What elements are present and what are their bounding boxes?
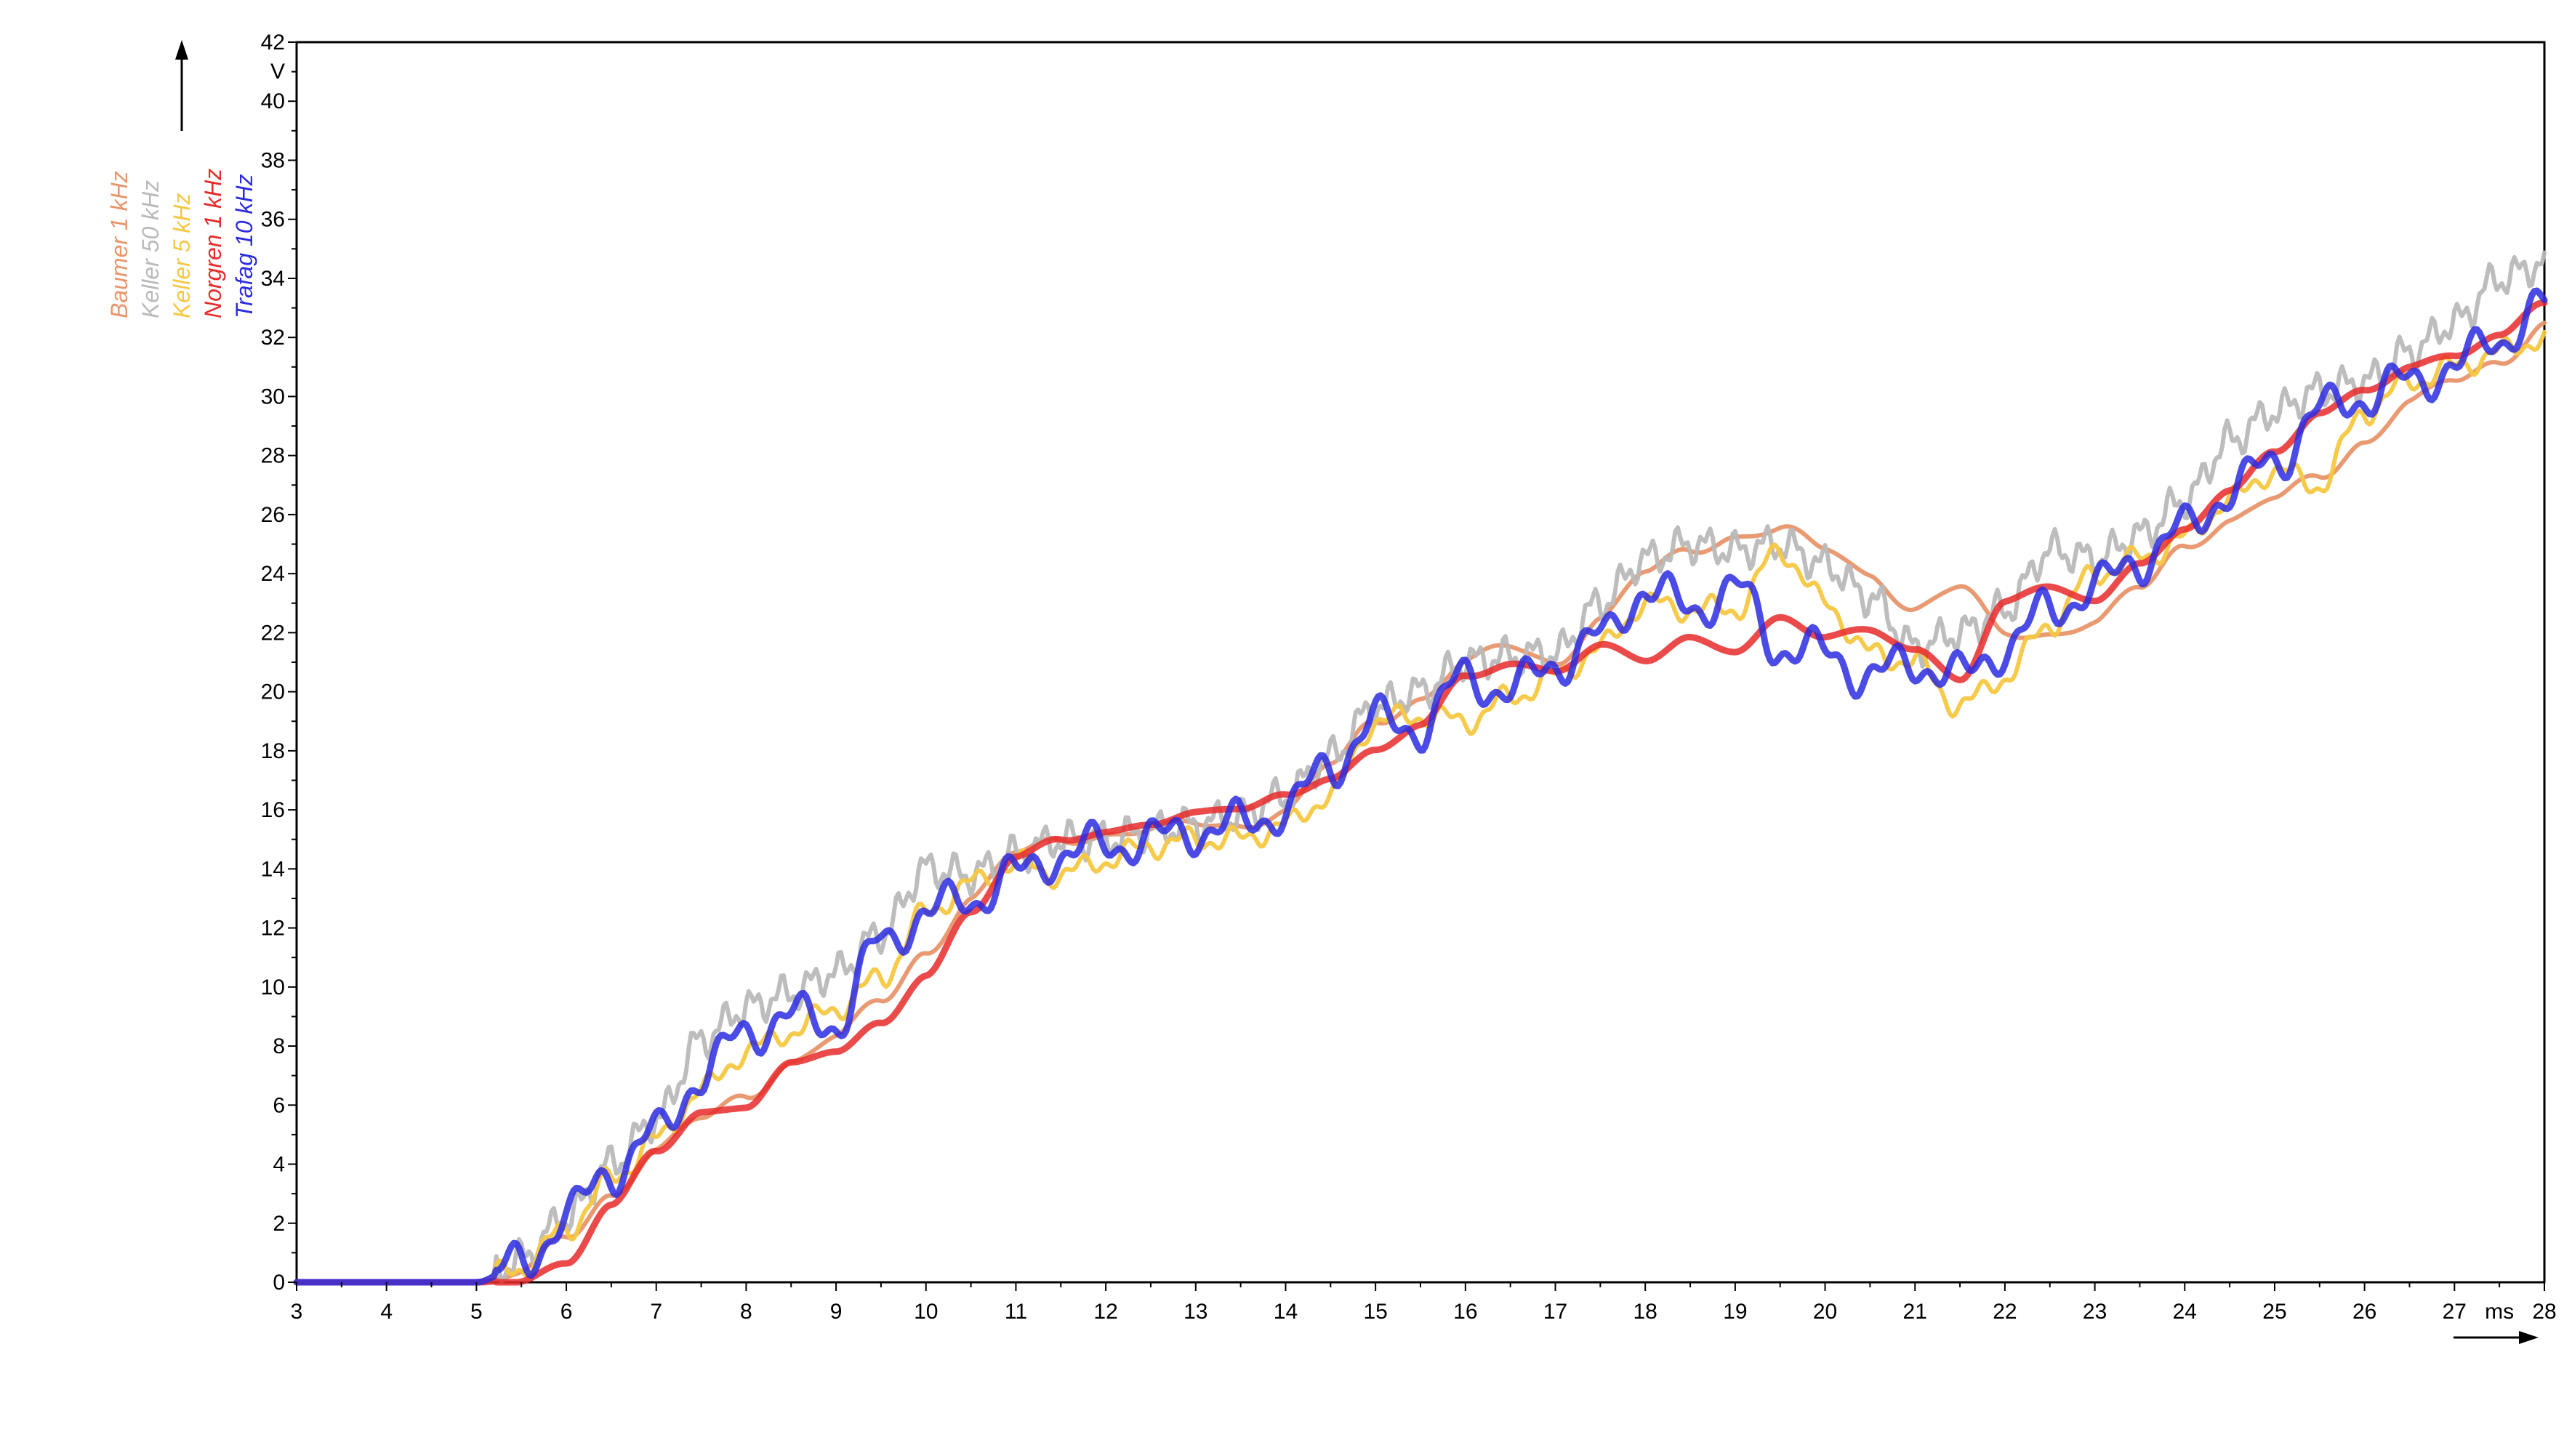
y-tick-label: 20	[261, 680, 285, 704]
y-tick-label: 38	[261, 148, 285, 172]
legend: Baumer 1 kHz Keller 50 kHz Keller 5 kHz Nor…	[106, 169, 257, 318]
y-tick-label: 22	[261, 621, 285, 645]
y-tick-label: 16	[261, 798, 285, 822]
x-axis-arrow-icon	[2454, 1331, 2539, 1344]
y-axis-arrow-icon	[175, 40, 188, 131]
x-tick-label: 6	[560, 1300, 573, 1324]
x-tick-label: 9	[830, 1300, 843, 1324]
y-tick-label: 0	[273, 1271, 285, 1295]
x-tick-label: 10	[914, 1300, 938, 1324]
x-tick-label: 22	[1993, 1300, 2017, 1324]
y-tick-label: 18	[261, 739, 285, 763]
x-tick-label: 27	[2443, 1300, 2467, 1324]
x-tick-label: 20	[1813, 1300, 1837, 1324]
series-line-trafag-10-khz	[293, 287, 2548, 1286]
y-tick-label: 26	[261, 503, 285, 527]
y-tick-label: 6	[273, 1093, 285, 1117]
y-tick-label: 28	[261, 444, 285, 468]
y-tick-label: 24	[261, 562, 285, 586]
y-tick-label: 2	[273, 1212, 285, 1236]
series-line-baumer-1-khz	[294, 321, 2547, 1284]
series-line-norgren-1-khz	[293, 299, 2548, 1286]
x-tick-label: 14	[1274, 1300, 1298, 1324]
x-tick-label: 28	[2532, 1300, 2556, 1324]
x-tick-label: 19	[1723, 1300, 1747, 1324]
y-tick-label: 8	[273, 1034, 285, 1058]
y-tick-label: 30	[261, 385, 285, 409]
x-tick-label: 15	[1363, 1300, 1387, 1324]
legend-entry: Trafag 10 kHz	[231, 174, 257, 318]
y-tick-label: 14	[261, 857, 285, 881]
y-tick-label: 32	[261, 326, 285, 350]
x-tick-label: 23	[2083, 1300, 2107, 1324]
x-tick-label: 3	[291, 1300, 303, 1324]
x-tick-label: 13	[1183, 1300, 1207, 1324]
x-tick-label: 16	[1453, 1300, 1477, 1324]
x-tick-label: 4	[380, 1300, 393, 1324]
y-tick-label: 4	[273, 1153, 285, 1177]
series-line-keller-50-khz	[294, 250, 2547, 1284]
x-tick-label: 24	[2173, 1300, 2197, 1324]
x-tick-label: 5	[470, 1300, 483, 1324]
x-axis: 3 4 5 6 7 8 9 10 11 12 13 14 15 16 17 18 19 20 21 22 23 24 25 2…	[291, 1282, 2557, 1324]
legend-entry: Baumer 1 kHz	[106, 171, 132, 318]
x-tick-label: 11	[1005, 1300, 1027, 1324]
x-axis-unit-label: ms	[2485, 1300, 2514, 1324]
y-tick-label: 12	[261, 917, 285, 941]
series-layer	[293, 250, 2548, 1286]
legend-entry: Keller 50 kHz	[137, 180, 164, 318]
x-tick-label: 8	[740, 1300, 752, 1324]
y-tick-label: 34	[261, 267, 285, 291]
y-axis-unit-label: V	[270, 60, 285, 84]
legend-entry: Norgren 1 kHz	[200, 169, 226, 318]
x-tick-label: 7	[650, 1300, 662, 1324]
x-tick-label: 26	[2352, 1300, 2376, 1324]
y-tick-label: 36	[261, 208, 285, 232]
y-tick-label: 40	[261, 89, 285, 113]
x-tick-label: 17	[1543, 1300, 1567, 1324]
x-tick-label: 12	[1093, 1300, 1117, 1324]
x-tick-label: 21	[1903, 1300, 1927, 1324]
legend-entry: Keller 5 kHz	[169, 193, 195, 319]
x-tick-label: 25	[2262, 1300, 2286, 1324]
y-tick-label: 10	[261, 976, 285, 1000]
y-tick-label: 42	[261, 31, 285, 55]
x-tick-label: 18	[1633, 1300, 1657, 1324]
